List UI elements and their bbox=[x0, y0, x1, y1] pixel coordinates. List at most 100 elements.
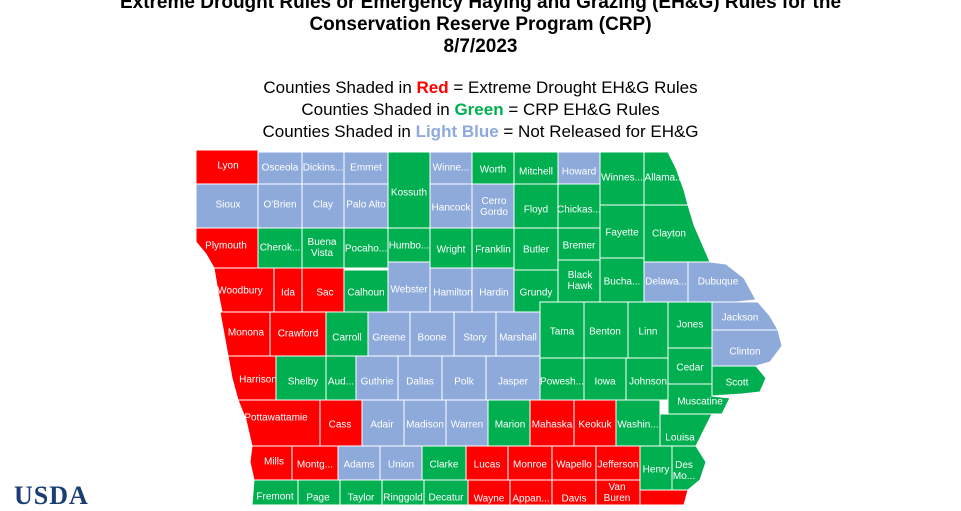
county-lee bbox=[639, 489, 689, 505]
county-label-adair: Adair bbox=[370, 420, 394, 431]
county-label-osceola: Osceola bbox=[262, 163, 299, 174]
county-label-fremont: Fremont bbox=[256, 492, 293, 503]
county-label-clay: Clay bbox=[313, 200, 333, 211]
county-label-clarke: Clarke bbox=[430, 460, 459, 471]
county-label-dubuque: Dubuque bbox=[698, 277, 739, 288]
county-label-pocaho: Pocaho... bbox=[345, 244, 387, 255]
legend-prefix: Counties Shaded in bbox=[263, 78, 417, 97]
county-label-davis: Davis bbox=[561, 494, 586, 505]
county-label-dickins: Dickins... bbox=[303, 163, 344, 174]
legend-color-word-green: Green bbox=[454, 100, 504, 119]
county-label-crawford: Crawford bbox=[278, 329, 319, 340]
map-title-date: 8/7/2023 bbox=[443, 36, 518, 57]
county-label-hamilton: Hamilton bbox=[433, 288, 472, 299]
legend-row-blue: Counties Shaded in Light Blue = Not Rele… bbox=[0, 121, 961, 143]
county-label-fayette: Fayette bbox=[605, 228, 639, 239]
county-label-wapello: Wapello bbox=[556, 460, 592, 471]
county-label-jefferson: Jefferson bbox=[598, 460, 639, 471]
county-label-lyon: Lyon bbox=[217, 161, 238, 172]
county-label-bucha: Bucha... bbox=[604, 277, 641, 288]
county-label-greene: Greene bbox=[372, 333, 406, 344]
county-label-powesh: Powesh... bbox=[540, 377, 584, 388]
county-label-ringgold: Ringgold bbox=[383, 493, 422, 504]
county-label-muscatine: Muscatine bbox=[677, 397, 723, 408]
legend-prefix: Counties Shaded in bbox=[301, 100, 455, 119]
map-title-line-2: Conservation Reserve Program (CRP) bbox=[309, 14, 652, 35]
county-label-humbo: Humbo... bbox=[389, 241, 430, 252]
county-label-howard: Howard bbox=[562, 167, 596, 178]
legend-row-green: Counties Shaded in Green = CRP EH&G Rule… bbox=[0, 99, 961, 121]
county-label-johnson: Johnson bbox=[629, 377, 667, 388]
county-ringgold bbox=[381, 479, 425, 505]
county-label-jones: Jones bbox=[677, 320, 704, 331]
county-label-boone: Boone bbox=[418, 333, 447, 344]
county-label-marion: Marion bbox=[495, 420, 526, 431]
county-label-appan: Appan... bbox=[512, 494, 549, 505]
county-label-grundy: Grundy bbox=[520, 288, 553, 299]
county-label-cherok: Cherok... bbox=[260, 243, 301, 254]
county-label-hardin: Hardin bbox=[479, 288, 508, 299]
county-label-washin: Washin... bbox=[617, 420, 658, 431]
county-label-taylor: Taylor bbox=[348, 493, 375, 504]
legend-suffix: = CRP EH&G Rules bbox=[503, 100, 660, 119]
county-label-jasper: Jasper bbox=[498, 377, 529, 388]
county-label-jackson: Jackson bbox=[722, 313, 759, 324]
county-label-cass: Cass bbox=[329, 420, 352, 431]
county-label-chickas: Chickas... bbox=[557, 205, 601, 216]
legend-row-red: Counties Shaded in Red = Extreme Drought… bbox=[0, 77, 961, 99]
county-label-benton: Benton bbox=[589, 327, 621, 338]
county-label-winnes: Winnes... bbox=[601, 173, 643, 184]
county-label-clinton: Clinton bbox=[729, 347, 760, 358]
legend-suffix: = Extreme Drought EH&G Rules bbox=[448, 78, 698, 97]
county-label-palo-alto: Palo Alto bbox=[346, 200, 386, 211]
county-label-harrison: Harrison bbox=[239, 375, 277, 386]
legend-color-word-red: Red bbox=[416, 78, 449, 97]
map-title-line-1: Extreme Drought Rules or Emergency Hayin… bbox=[119, 0, 842, 13]
county-label-delawa: Delawa... bbox=[645, 277, 687, 288]
county-label-story: Story bbox=[463, 333, 486, 344]
county-label-polk: Polk bbox=[454, 377, 474, 388]
county-decatur bbox=[423, 479, 469, 505]
county-label-wright: Wright bbox=[437, 245, 466, 256]
county-label-warren: Warren bbox=[451, 420, 483, 431]
county-label-scott: Scott bbox=[726, 378, 749, 389]
county-label-aud: Aud... bbox=[328, 377, 354, 388]
county-label-decatur: Decatur bbox=[428, 493, 464, 504]
county-label-henry: Henry bbox=[643, 465, 670, 476]
county-label-page: Page bbox=[306, 493, 330, 504]
county-label-kossuth: Kossuth bbox=[391, 188, 427, 199]
county-page bbox=[297, 479, 341, 505]
county-label-wayne: Wayne bbox=[474, 494, 505, 505]
county-label-lucas: Lucas bbox=[474, 460, 501, 471]
county-label-worth: Worth bbox=[480, 165, 507, 176]
county-label-winne: Winne... bbox=[433, 163, 470, 174]
county-label-shelby: Shelby bbox=[288, 377, 319, 388]
county-label-monona: Monona bbox=[228, 328, 265, 339]
county-label-pottawattamie: Pottawattamie bbox=[244, 413, 308, 424]
county-label-carroll: Carroll bbox=[332, 333, 361, 344]
county-label-cerro-gordo: Cerro Gordo bbox=[480, 196, 508, 218]
county-label-mills: Mills bbox=[264, 457, 284, 468]
county-label-madison: Madison bbox=[406, 420, 444, 431]
county-appan bbox=[509, 479, 553, 505]
county-label-linn: Linn bbox=[639, 327, 658, 338]
county-label-calhoun: Calhoun bbox=[347, 288, 384, 299]
county-label-allama: Allama... bbox=[645, 173, 684, 184]
county-davis bbox=[551, 479, 597, 505]
county-label-franklin: Franklin bbox=[475, 245, 511, 256]
county-label-iowa: Iowa bbox=[594, 377, 616, 388]
county-label-monroe: Monroe bbox=[513, 460, 547, 471]
county-label-bremer: Bremer bbox=[563, 241, 596, 252]
county-label-mahaska: Mahaska bbox=[532, 420, 573, 431]
county-label-hancock: Hancock bbox=[432, 203, 472, 214]
county-fremont bbox=[251, 479, 299, 505]
county-label-o-brien: O'Brien bbox=[263, 200, 296, 211]
usda-logo: USDA bbox=[14, 481, 89, 510]
county-label-woodbury: Woodbury bbox=[217, 286, 262, 297]
county-label-union: Union bbox=[388, 460, 414, 471]
county-label-tama: Tama bbox=[550, 327, 575, 338]
county-label-mitchell: Mitchell bbox=[519, 167, 553, 178]
county-label-butler: Butler bbox=[523, 245, 550, 256]
legend-suffix: = Not Released for EH&G bbox=[498, 122, 699, 141]
county-label-sac: Sac bbox=[316, 288, 333, 299]
